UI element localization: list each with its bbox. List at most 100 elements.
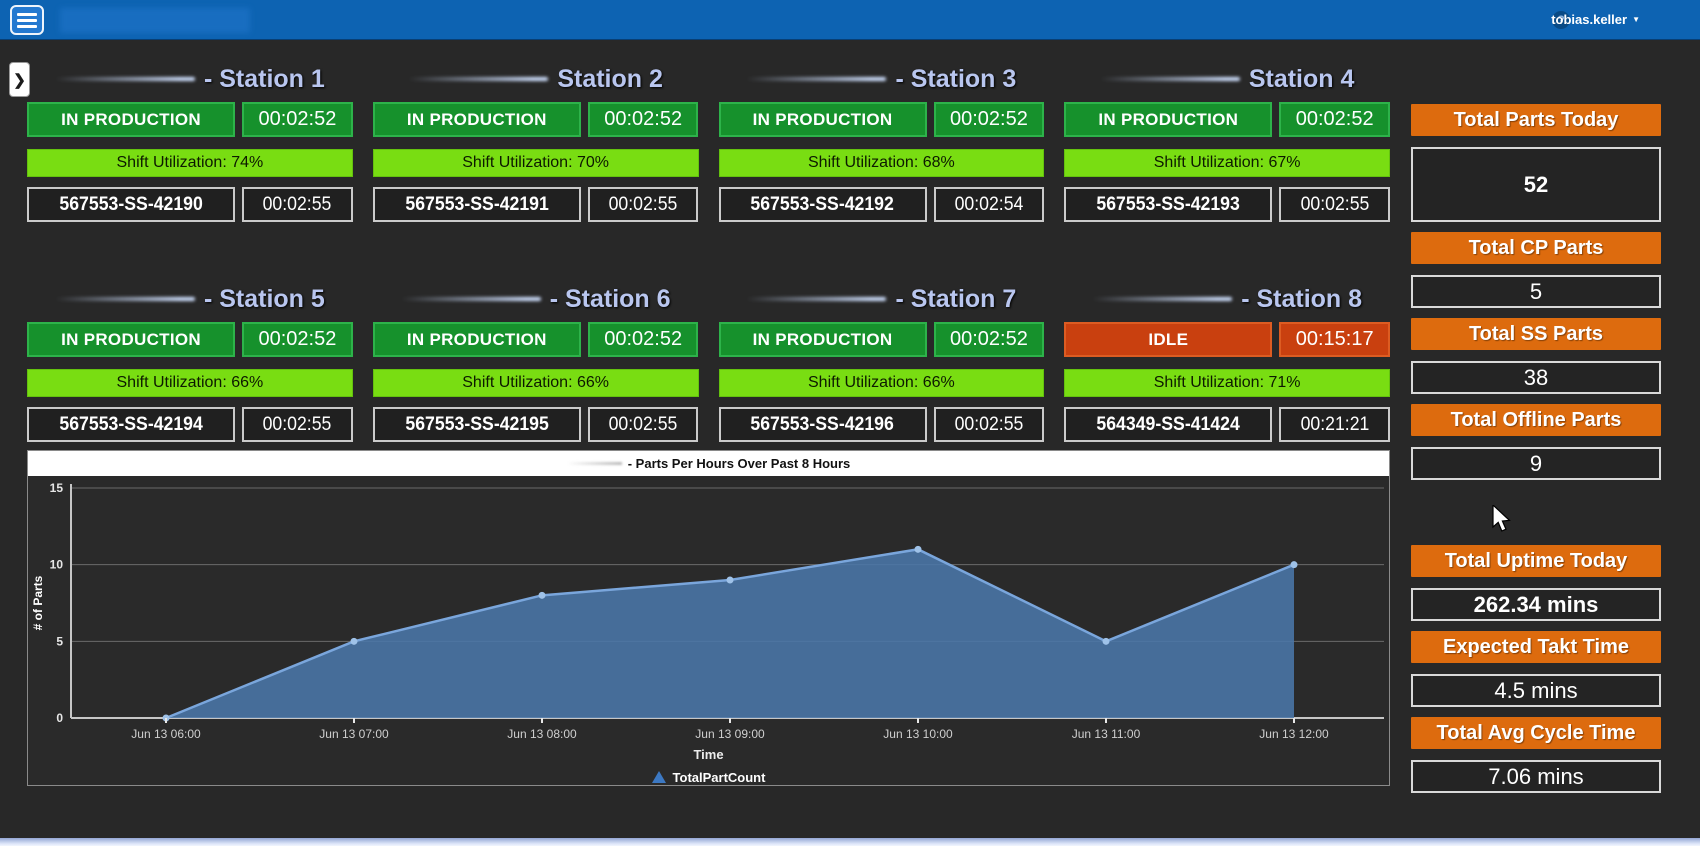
station-card: Station 2 IN PRODUCTION 00:02:52 Shift U… bbox=[372, 56, 699, 222]
kpi-value-box: 262.34 mins bbox=[1411, 588, 1661, 621]
station-name-redaction bbox=[1092, 297, 1233, 301]
shift-utilization-bar: Shift Utilization: 74% bbox=[27, 149, 353, 177]
station-status-row: IN PRODUCTION 00:02:52 bbox=[1064, 102, 1390, 137]
help-icon[interactable]: ? bbox=[1552, 11, 1570, 29]
chart-legend-item[interactable]: TotalPartCount bbox=[28, 765, 1389, 789]
kpi-stat: Total Parts Today 52 bbox=[1411, 104, 1661, 222]
station-status-row: IN PRODUCTION 00:02:52 bbox=[372, 102, 699, 137]
svg-text:Jun 13 08:00: Jun 13 08:00 bbox=[507, 727, 577, 741]
station-part-row: 567553-SS-42194 00:02:55 bbox=[27, 407, 353, 442]
station-title: - Station 7 bbox=[719, 276, 1045, 322]
station-title: - Station 1 bbox=[27, 56, 353, 102]
station-card: - Station 6 IN PRODUCTION 00:02:52 Shift… bbox=[372, 276, 699, 442]
main-content: - Station 1 IN PRODUCTION 00:02:52 Shift… bbox=[27, 56, 1661, 803]
station-status-badge: IN PRODUCTION bbox=[1064, 102, 1273, 137]
station-status-timer: 00:02:52 bbox=[933, 322, 1045, 357]
svg-text:# of Parts: # of Parts bbox=[31, 575, 45, 630]
station-status-timer: 00:02:52 bbox=[242, 322, 353, 357]
kpi-value-box: 4.5 mins bbox=[1411, 674, 1661, 707]
chevron-down-icon: ▼ bbox=[1632, 15, 1640, 24]
shift-utilization-bar: Shift Utilization: 68% bbox=[718, 149, 1045, 177]
station-title-label: Station 4 bbox=[1248, 64, 1355, 93]
part-number-box: 564349-SS-41424 bbox=[1064, 407, 1273, 442]
kpi-sidebar: Total Parts Today 52 Total CP Parts 5 To… bbox=[1411, 56, 1661, 803]
chart-title: - Parts Per Hours Over Past 8 Hours bbox=[627, 456, 851, 471]
hamburger-menu-icon[interactable] bbox=[10, 5, 44, 35]
station-name-redaction bbox=[400, 297, 541, 301]
station-title-label: - Station 6 bbox=[549, 284, 671, 313]
kpi-stat: Total Avg Cycle Time 7.06 mins bbox=[1411, 717, 1661, 793]
station-card: - Station 5 IN PRODUCTION 00:02:52 Shift… bbox=[27, 276, 353, 442]
part-number-box: 567553-SS-42196 bbox=[718, 407, 927, 442]
parts-per-hour-chart: - Parts Per Hours Over Past 8 Hours 0 5 10… bbox=[27, 450, 1390, 786]
station-status-timer: 00:02:52 bbox=[587, 322, 699, 357]
part-number-box: 567553-SS-42191 bbox=[372, 187, 581, 222]
station-part-row: 564349-SS-41424 00:21:21 bbox=[1064, 407, 1390, 442]
user-menu[interactable]: tobias.keller ▼ bbox=[1551, 12, 1640, 27]
chart-title-redaction bbox=[566, 462, 622, 465]
shift-utilization-bar: Shift Utilization: 66% bbox=[372, 369, 699, 397]
part-cycle-timer-box: 00:21:21 bbox=[1279, 407, 1390, 442]
kpi-value-box: 9 bbox=[1411, 447, 1661, 480]
stations-row-2: - Station 5 IN PRODUCTION 00:02:52 Shift… bbox=[27, 276, 1390, 442]
station-part-row: 567553-SS-42196 00:02:55 bbox=[718, 407, 1045, 442]
station-status-timer: 00:02:52 bbox=[587, 102, 699, 137]
sidebar-expand-button[interactable]: ❯ bbox=[9, 62, 30, 97]
svg-text:0: 0 bbox=[56, 711, 63, 725]
station-name-redaction bbox=[54, 297, 195, 301]
sidebar-spacer bbox=[1411, 490, 1661, 545]
kpi-stat: Total Uptime Today 262.34 mins bbox=[1411, 545, 1661, 621]
part-cycle-timer-box: 00:02:54 bbox=[933, 187, 1045, 222]
kpi-header: Total Uptime Today bbox=[1411, 545, 1661, 577]
part-cycle-timer-box: 00:02:55 bbox=[933, 407, 1045, 442]
station-title-label: - Station 8 bbox=[1241, 284, 1363, 313]
svg-text:10: 10 bbox=[50, 558, 64, 572]
station-status-timer: 00:02:52 bbox=[242, 102, 353, 137]
station-name-redaction bbox=[746, 297, 887, 301]
mouse-cursor bbox=[1492, 505, 1511, 532]
svg-text:Jun 13 09:00: Jun 13 09:00 bbox=[695, 727, 765, 741]
station-title: Station 4 bbox=[1064, 56, 1390, 102]
part-number-box: 567553-SS-42195 bbox=[372, 407, 581, 442]
station-title-label: - Station 1 bbox=[203, 64, 325, 93]
station-part-row: 567553-SS-42191 00:02:55 bbox=[372, 187, 699, 222]
station-part-row: 567553-SS-42190 00:02:55 bbox=[27, 187, 353, 222]
svg-text:Jun 13 12:00: Jun 13 12:00 bbox=[1259, 727, 1329, 741]
station-name-redaction bbox=[54, 77, 195, 81]
station-status-row: IN PRODUCTION 00:02:52 bbox=[718, 322, 1045, 357]
user-name: tobias.keller bbox=[1551, 12, 1628, 27]
kpi-header: Total Parts Today bbox=[1411, 104, 1661, 136]
shift-utilization-bar: Shift Utilization: 66% bbox=[27, 369, 353, 397]
station-status-row: IN PRODUCTION 00:02:52 bbox=[718, 102, 1045, 137]
part-cycle-timer-box: 00:02:55 bbox=[587, 407, 699, 442]
kpi-value-box: 5 bbox=[1411, 275, 1661, 308]
parts-chart-svg: 0 5 10 15 Jun 13 06:00 Jun 13 07:00 Jun 13 08:… bbox=[31, 481, 1384, 741]
station-status-row: IN PRODUCTION 00:02:52 bbox=[27, 102, 353, 137]
station-status-badge: IN PRODUCTION bbox=[372, 102, 581, 137]
station-card: Station 4 IN PRODUCTION 00:02:52 Shift U… bbox=[1064, 56, 1390, 222]
station-status-row: IDLE 00:15:17 bbox=[1064, 322, 1390, 357]
svg-text:Jun 13 11:00: Jun 13 11:00 bbox=[1072, 727, 1141, 741]
bottom-edge-strip bbox=[0, 838, 1700, 846]
svg-text:15: 15 bbox=[50, 481, 64, 495]
station-title: - Station 3 bbox=[719, 56, 1045, 102]
station-name-redaction bbox=[408, 77, 549, 81]
station-status-timer: 00:02:52 bbox=[1279, 102, 1390, 137]
station-title-label: - Station 5 bbox=[203, 284, 325, 313]
part-number-box: 567553-SS-42192 bbox=[718, 187, 927, 222]
station-status-badge: IN PRODUCTION bbox=[718, 322, 927, 357]
shift-utilization-bar: Shift Utilization: 70% bbox=[372, 149, 699, 177]
station-status-badge: IDLE bbox=[1064, 322, 1273, 357]
part-cycle-timer-box: 00:02:55 bbox=[242, 407, 353, 442]
kpi-value-box: 7.06 mins bbox=[1411, 760, 1661, 793]
station-title: Station 2 bbox=[373, 56, 699, 102]
station-card: - Station 7 IN PRODUCTION 00:02:52 Shift… bbox=[718, 276, 1045, 442]
station-status-badge: IN PRODUCTION bbox=[718, 102, 927, 137]
kpi-header: Total CP Parts bbox=[1411, 232, 1661, 264]
station-status-badge: IN PRODUCTION bbox=[372, 322, 581, 357]
part-number-box: 567553-SS-42193 bbox=[1064, 187, 1273, 222]
station-title: - Station 5 bbox=[27, 276, 353, 322]
stations-row-1: - Station 1 IN PRODUCTION 00:02:52 Shift… bbox=[27, 56, 1390, 222]
station-title-label: - Station 3 bbox=[895, 64, 1017, 93]
part-cycle-timer-box: 00:02:55 bbox=[242, 187, 353, 222]
